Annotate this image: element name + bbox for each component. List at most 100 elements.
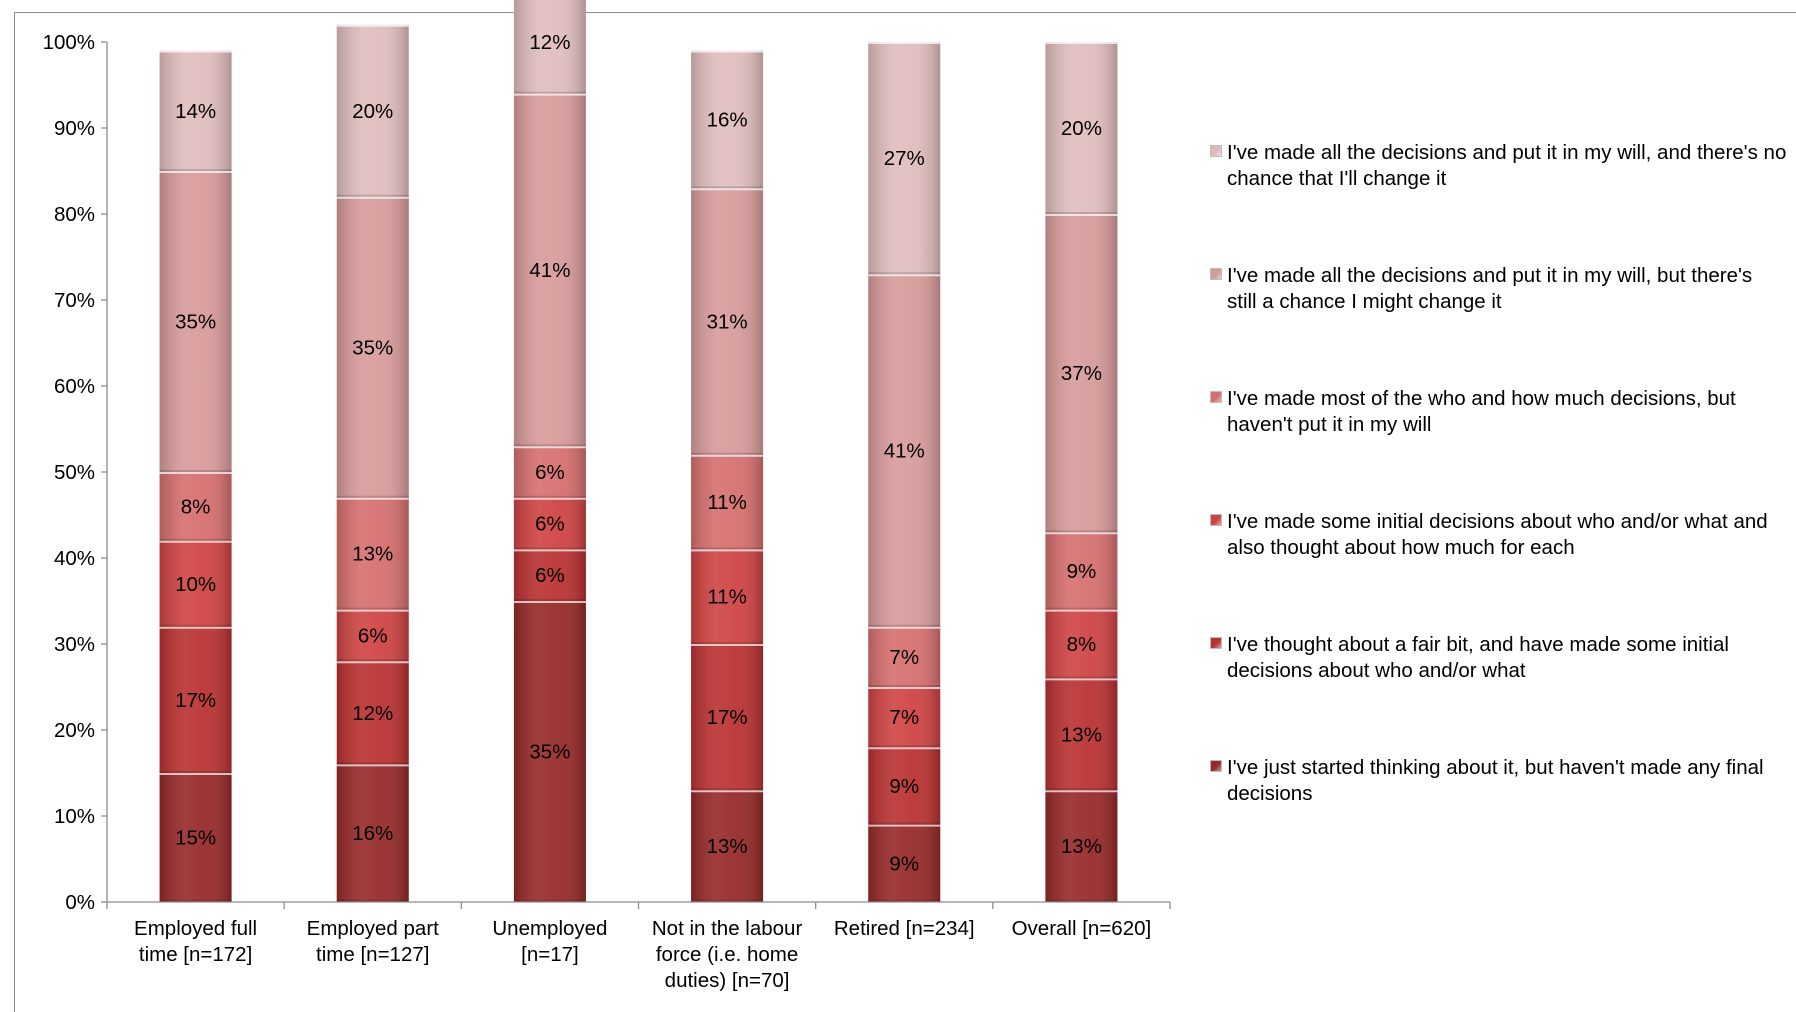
y-tick-label: 40% <box>54 547 95 570</box>
legend-label: I've made all the decisions and put it i… <box>1227 141 1787 190</box>
legend-item: I've thought about a fair bit, and have … <box>1210 632 1787 684</box>
y-tick-label: 60% <box>54 375 95 398</box>
data-label: 14% <box>175 100 216 123</box>
y-tick-label: 70% <box>54 289 95 312</box>
data-label: 6% <box>358 624 388 647</box>
data-label: 37% <box>1061 362 1102 385</box>
x-tick-label: Unemployed [n=17] <box>492 917 607 966</box>
bar-segment-shading <box>513 497 586 550</box>
x-tick-label: Employed full time [n=172] <box>134 917 257 966</box>
legend-swatch <box>1210 514 1222 526</box>
data-label: 13% <box>1061 835 1102 858</box>
bar-segment-shading <box>868 626 941 687</box>
bars-group: 15% 17% 10% 8% 35% 14% 16% 12% 6% 13% 35% 20% 35% 6% 6… <box>159 0 1118 902</box>
y-tick-label: 30% <box>54 633 95 656</box>
data-label: 16% <box>352 822 393 845</box>
data-label: 15% <box>175 827 216 850</box>
legend-label: I've made most of the who and how much d… <box>1227 387 1736 436</box>
bar-segment-shading <box>336 196 409 498</box>
bar-stack: 9% 9% 7% 7% 41% 27% <box>868 42 941 902</box>
data-label: 7% <box>889 706 919 729</box>
legend-item: I've made all the decisions and put it i… <box>1210 263 1787 315</box>
bar-segment-shading <box>868 747 941 825</box>
legend-item: I've made all the decisions and put it i… <box>1210 140 1787 192</box>
x-tick-label: Not in the labour force (i.e. home duties)… <box>652 917 803 992</box>
data-label: 9% <box>1067 560 1097 583</box>
data-label: 6% <box>535 461 565 484</box>
bar-segment-shading <box>513 549 586 601</box>
bar-segment-shading <box>336 24 409 197</box>
bar-segment-shading <box>868 42 941 275</box>
x-tick-label: Employed part time [n=127] <box>307 917 439 966</box>
bar-segment-shading <box>336 661 409 765</box>
data-label: 13% <box>352 543 393 566</box>
bar-segment-shading <box>1045 42 1118 214</box>
y-tick-label: 80% <box>54 203 95 226</box>
data-label: 41% <box>884 440 925 463</box>
legend-label: I've made all the decisions and put it i… <box>1227 264 1753 313</box>
data-label: 17% <box>175 689 216 712</box>
legend-swatch <box>1210 145 1222 157</box>
legend-item: I've made some initial decisions about w… <box>1210 509 1787 561</box>
y-tick-label: 50% <box>54 461 95 484</box>
y-tick-label: 20% <box>54 719 95 742</box>
bar-segment-shading <box>691 549 764 644</box>
data-label: 11% <box>707 586 747 609</box>
data-label: 10% <box>175 573 216 596</box>
data-label: 41% <box>529 259 570 282</box>
bar-stack: 35% 6% 6% 6% 41% 12% <box>513 0 586 902</box>
stacked-bar-chart: 0% 10% 20% 30% 40% 50% 60% 70% 80% 90% 100% 15% 17%… <box>43 0 1171 992</box>
bar-segment-shading <box>1045 609 1118 679</box>
bar-segment-shading <box>1045 790 1118 902</box>
data-label: 17% <box>707 706 748 729</box>
data-label: 12% <box>352 702 393 725</box>
legend-swatch <box>1210 760 1222 772</box>
legend-swatch <box>1210 268 1222 280</box>
y-tick-label: 90% <box>54 117 95 140</box>
bar-segment-shading <box>868 687 941 748</box>
data-label: 35% <box>175 311 216 334</box>
bar-segment-shading <box>1045 532 1118 610</box>
bar-segment-shading <box>513 93 586 447</box>
data-label: 27% <box>884 147 925 170</box>
bar-segment-shading <box>691 454 764 550</box>
bar-stack: 13% 13% 8% 9% 37% 20% <box>1045 42 1118 902</box>
data-label: 20% <box>1061 117 1102 140</box>
bar-segment-shading <box>159 540 232 627</box>
y-tick-label: 100% <box>43 31 95 54</box>
bar-segment-shading <box>513 0 586 94</box>
data-label: 20% <box>352 100 393 123</box>
legend-label: I've thought about a fair bit, and have … <box>1227 633 1729 682</box>
data-label: 11% <box>707 491 747 514</box>
bar-segment-shading <box>868 274 941 627</box>
data-label: 9% <box>889 775 919 798</box>
bar-segment-shading <box>513 601 586 902</box>
data-label: 6% <box>535 564 565 587</box>
bar-stack: 13% 17% 11% 11% 31% 16% <box>691 50 764 902</box>
data-label: 16% <box>707 108 748 131</box>
y-tick-label: 0% <box>65 891 95 914</box>
bar-segment-shading <box>159 50 232 171</box>
bar-segment-shading <box>159 773 232 902</box>
bar-stack: 15% 17% 10% 8% 35% 14% <box>159 50 232 902</box>
bar-segment-shading <box>159 171 232 472</box>
bar-segment-shading <box>868 824 941 902</box>
bar-segment-shading <box>1045 678 1118 791</box>
legend-item: I've just started thinking about it, but… <box>1210 755 1787 807</box>
data-label: 9% <box>889 852 919 875</box>
bar-segment-shading <box>691 50 764 189</box>
bar-segment-shading <box>336 764 409 902</box>
data-label: 35% <box>529 741 570 764</box>
bar-segment-shading <box>336 609 409 662</box>
data-label: 12% <box>529 31 570 54</box>
legend-swatch <box>1210 637 1222 649</box>
y-axis: 0% 10% 20% 30% 40% 50% 60% 70% 80% 90% 100% <box>43 31 108 914</box>
data-label: 35% <box>352 336 393 359</box>
legend-label: I've just started thinking about it, but… <box>1227 756 1764 805</box>
data-label: 7% <box>889 646 919 669</box>
bar-segment-shading <box>691 790 764 902</box>
data-label: 8% <box>181 495 211 518</box>
x-axis: Employed full time [n=172] Employed part ti… <box>106 901 1171 992</box>
x-tick-label: Overall [n=620] <box>1012 917 1152 940</box>
data-label: 31% <box>707 311 748 334</box>
